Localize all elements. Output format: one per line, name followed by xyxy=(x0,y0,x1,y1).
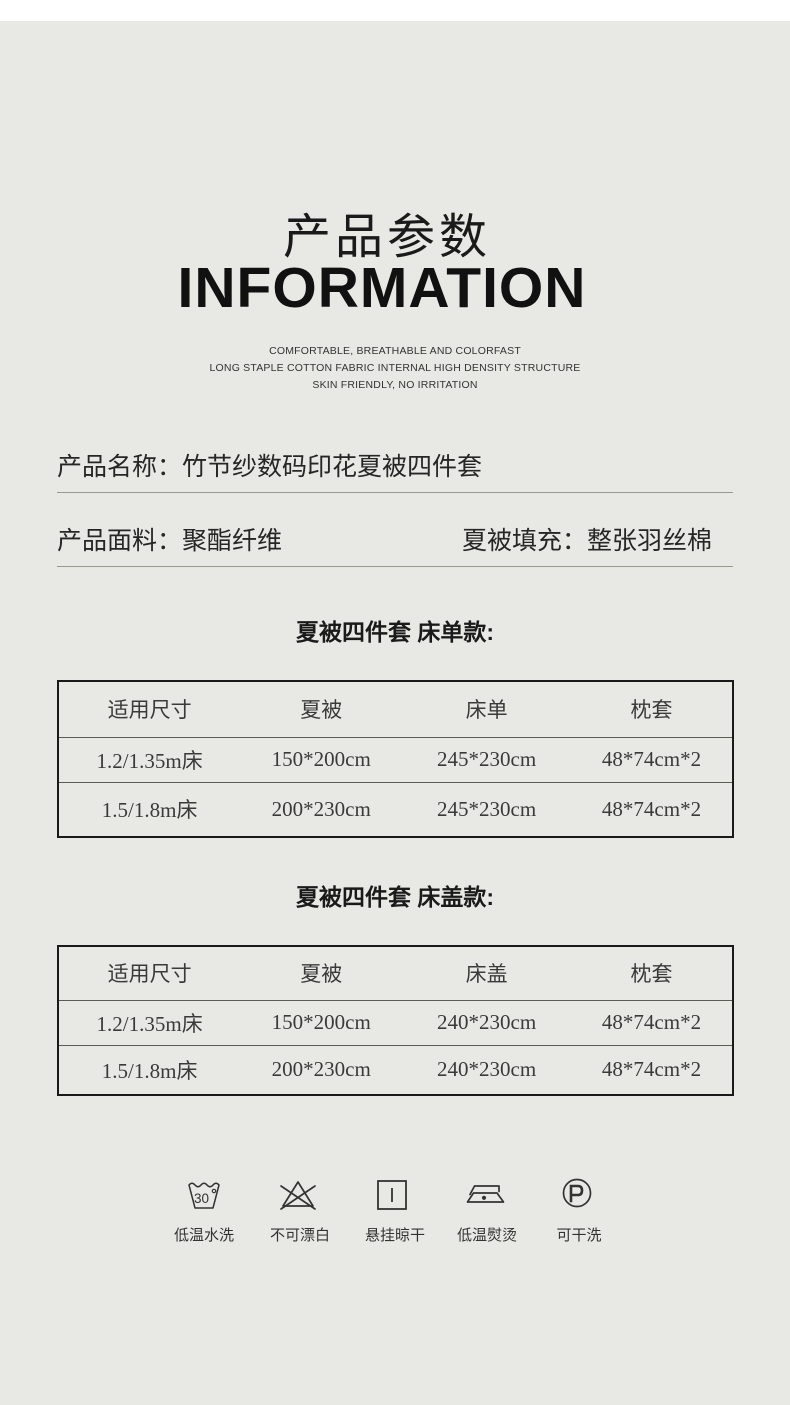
svg-text:30: 30 xyxy=(194,1191,209,1206)
